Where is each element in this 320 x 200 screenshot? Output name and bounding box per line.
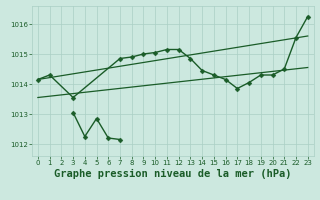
X-axis label: Graphe pression niveau de la mer (hPa): Graphe pression niveau de la mer (hPa) [54, 169, 292, 179]
